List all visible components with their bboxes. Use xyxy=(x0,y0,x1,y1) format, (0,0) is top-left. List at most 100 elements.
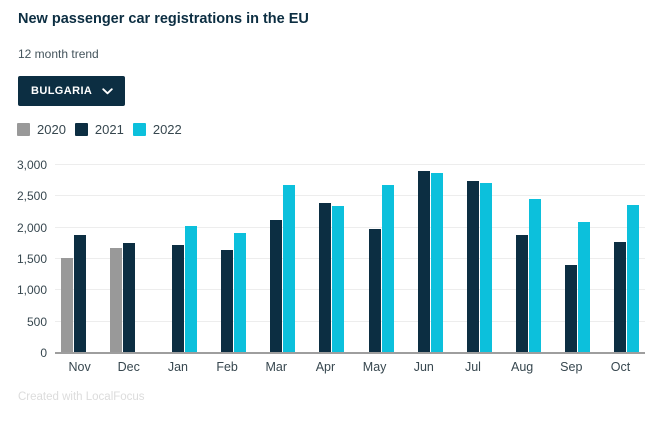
chevron-down-icon xyxy=(102,87,113,95)
x-tick-label-aug: Aug xyxy=(511,360,534,374)
bar-slot xyxy=(516,165,529,353)
x-tick-label-jan: Jan xyxy=(167,360,188,374)
credit-text: Created with LocalFocus xyxy=(18,391,145,403)
bar-slot xyxy=(109,165,122,353)
bar-slot xyxy=(356,165,368,353)
legend-label: 2021 xyxy=(94,122,124,137)
bar-2021-sep[interactable] xyxy=(565,264,578,353)
bar-2021-nov[interactable] xyxy=(73,235,86,353)
bar-2021-aug[interactable] xyxy=(516,235,529,353)
x-tick-label-jul: Jul xyxy=(464,360,481,374)
grid-line xyxy=(55,195,645,197)
x-tick-label-feb: Feb xyxy=(216,360,238,374)
bars-row xyxy=(55,165,645,353)
legend: 2020 2021 2022 xyxy=(17,122,191,137)
bar-slot xyxy=(184,165,197,353)
bar-slot xyxy=(454,165,466,353)
bar-group-jan xyxy=(153,165,202,353)
bar-slot xyxy=(529,165,542,353)
bar-2022-feb[interactable] xyxy=(234,232,247,353)
bar-slot xyxy=(257,165,269,353)
grid-line xyxy=(55,289,645,291)
page-title: New passenger car registrations in the E… xyxy=(18,11,309,27)
bar-2021-apr[interactable] xyxy=(319,202,332,353)
grid-line xyxy=(55,320,645,322)
y-tick-label: 2,500 xyxy=(16,189,47,204)
x-axis-line xyxy=(55,352,645,354)
x-tick-label-mar: Mar xyxy=(265,360,288,374)
bar-group-apr xyxy=(301,165,350,353)
bar-slot xyxy=(565,165,578,353)
bar-2021-jan[interactable] xyxy=(171,244,184,353)
x-axis: Nov Dec Jan Feb Mar Apr May Jun Jul Aug Sep Oct xyxy=(55,360,645,374)
bar-slot xyxy=(270,165,283,353)
bar-slot xyxy=(221,165,234,353)
legend-item-2020: 2020 xyxy=(17,122,66,137)
bar-slot xyxy=(578,165,591,353)
bar-group-sep xyxy=(547,165,596,353)
bar-slot xyxy=(368,165,381,353)
bar-2022-jul[interactable] xyxy=(479,183,492,353)
bar-slot xyxy=(614,165,627,353)
bar-slot xyxy=(466,165,479,353)
bar-group-nov xyxy=(55,165,104,353)
bar-slot xyxy=(601,165,613,353)
y-tick-label: 2,000 xyxy=(16,220,47,235)
y-tick-label: 1,500 xyxy=(16,252,47,266)
bar-slot xyxy=(627,165,640,353)
bar-2022-jun[interactable] xyxy=(430,172,443,353)
bar-slot xyxy=(73,165,86,353)
y-tick-label: 500 xyxy=(26,314,47,329)
y-tick-label: 3,000 xyxy=(16,158,47,172)
bar-2021-may[interactable] xyxy=(368,228,381,353)
bar-group-feb xyxy=(203,165,252,353)
bar-2022-mar[interactable] xyxy=(283,185,296,353)
grid-line xyxy=(55,226,645,228)
bar-2020-dec[interactable] xyxy=(109,248,122,353)
bar-2021-jun[interactable] xyxy=(417,170,430,353)
bar-slot xyxy=(552,165,564,353)
bar-slot xyxy=(159,165,171,353)
bar-slot xyxy=(503,165,515,353)
x-tick-label-nov: Nov xyxy=(68,360,91,374)
bar-2022-apr[interactable] xyxy=(332,206,345,353)
x-tick-label-apr: Apr xyxy=(315,360,336,374)
bar-2020-nov[interactable] xyxy=(60,257,73,353)
bar-slot xyxy=(417,165,430,353)
bar-group-jul xyxy=(448,165,497,353)
bar-slot xyxy=(234,165,247,353)
bar-slot xyxy=(405,165,417,353)
bar-slot xyxy=(122,165,135,353)
bar-2021-oct[interactable] xyxy=(614,242,627,353)
bar-slot xyxy=(381,165,394,353)
bar-slot xyxy=(319,165,332,353)
bar-2022-jan[interactable] xyxy=(184,226,197,353)
x-tick-label-jun: Jun xyxy=(413,360,434,374)
legend-swatch-2020 xyxy=(17,123,30,136)
bar-2021-feb[interactable] xyxy=(221,249,234,353)
bar-group-mar xyxy=(252,165,301,353)
bar-slot xyxy=(171,165,184,353)
country-dropdown-label: BULGARIA xyxy=(31,85,93,97)
bar-2022-sep[interactable] xyxy=(578,222,591,353)
grid-line xyxy=(55,258,645,259)
bar-slot xyxy=(332,165,345,353)
bar-slot xyxy=(283,165,296,353)
bar-2022-may[interactable] xyxy=(381,185,394,353)
legend-item-2022: 2022 xyxy=(132,122,182,137)
bar-slot xyxy=(479,165,492,353)
bar-2021-mar[interactable] xyxy=(270,219,283,353)
bar-group-dec xyxy=(104,165,153,353)
bar-2022-oct[interactable] xyxy=(627,205,640,353)
bar-slot xyxy=(430,165,443,353)
country-dropdown[interactable]: BULGARIA xyxy=(18,76,126,106)
bar-2021-dec[interactable] xyxy=(122,243,135,353)
chart-subtitle: 12 month trend xyxy=(18,47,99,61)
bar-2022-aug[interactable] xyxy=(529,198,542,353)
bar-slot xyxy=(208,165,220,353)
legend-item-2021: 2021 xyxy=(74,122,124,137)
y-axis: 0 500 1,000 1,500 2,000 2,500 3,000 xyxy=(0,158,47,360)
bar-group-may xyxy=(350,165,399,353)
bar-2021-jul[interactable] xyxy=(466,181,479,353)
